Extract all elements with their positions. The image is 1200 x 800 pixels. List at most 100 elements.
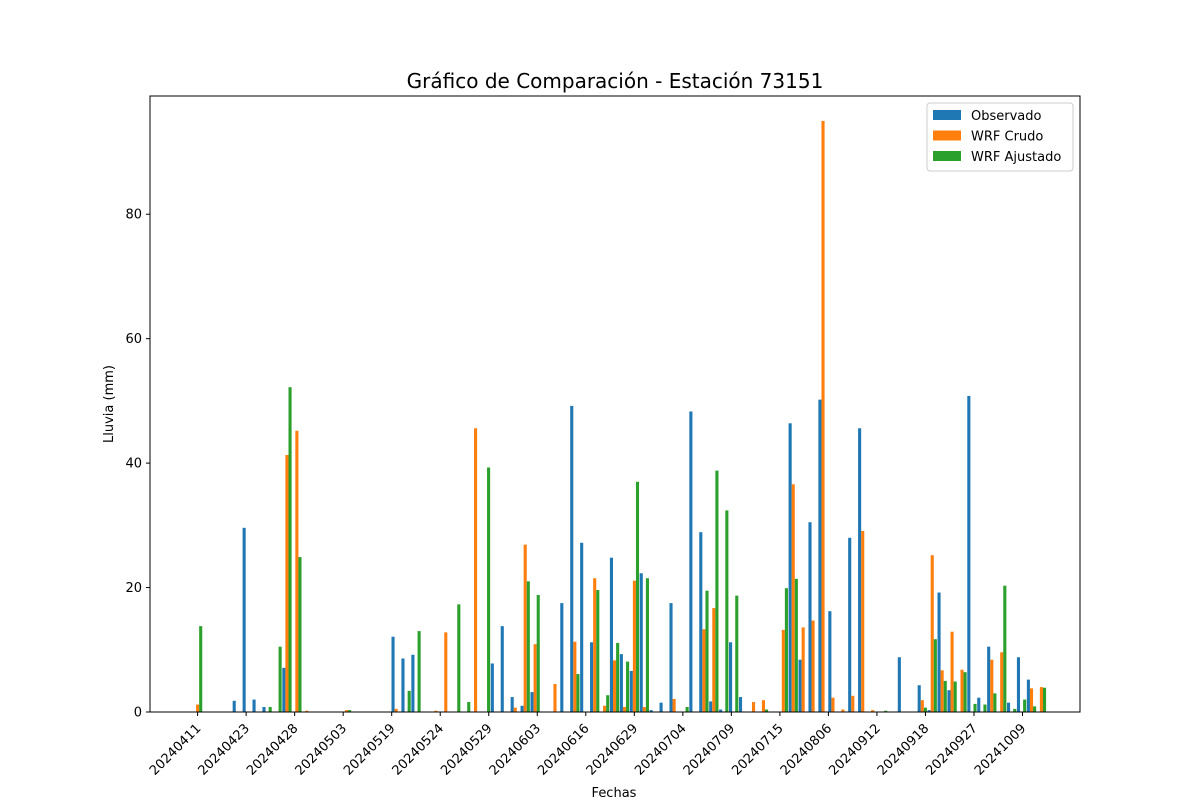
bar [791, 484, 795, 712]
bar [1033, 706, 1037, 712]
bar [987, 646, 991, 712]
bar [252, 699, 256, 712]
bar [288, 387, 292, 712]
bar [715, 470, 719, 712]
bar [487, 467, 491, 712]
bar [765, 709, 769, 712]
bar [394, 708, 398, 712]
y-axis: 0 20 40 60 80 [125, 208, 150, 721]
bar [798, 659, 802, 712]
bar [262, 707, 266, 712]
bar [298, 557, 302, 712]
bar [725, 510, 729, 712]
bar [1039, 687, 1043, 712]
x-tick-label: 20240423 [196, 721, 253, 778]
bar [751, 702, 756, 712]
x-tick-label: 20240529 [438, 721, 495, 778]
bar [645, 578, 649, 712]
bar [702, 629, 706, 712]
bar [689, 411, 693, 712]
bar [639, 573, 643, 712]
bar [871, 710, 875, 712]
series-0 [232, 395, 1030, 712]
bar [490, 663, 494, 712]
bar [659, 702, 663, 712]
series-2 [199, 387, 1047, 712]
x-tick-label: 20240519 [341, 721, 398, 778]
bar [920, 700, 924, 712]
bar [295, 430, 299, 712]
legend-label: WRF Ajustado [971, 150, 1061, 165]
bar [232, 700, 236, 712]
bar [196, 704, 200, 712]
bar [937, 592, 941, 712]
bar [788, 423, 792, 712]
x-axis: 2024041120240423202404282024050320240519… [147, 712, 1029, 779]
y-axis-label: Lluvia (mm) [102, 365, 117, 443]
x-tick-label: 20240715 [729, 721, 786, 778]
legend-label: WRF Crudo [971, 130, 1043, 145]
bar [1013, 708, 1017, 712]
series-1 [196, 120, 1043, 712]
bar [344, 710, 349, 712]
bar [629, 670, 633, 712]
bar [897, 657, 901, 712]
bar [1029, 688, 1034, 712]
bar [642, 707, 646, 712]
bar [930, 555, 934, 712]
y-tick-label: 80 [125, 208, 142, 223]
x-tick-label: 20240603 [487, 721, 544, 778]
bar [1007, 702, 1011, 712]
bar [282, 667, 286, 712]
bar [570, 405, 574, 712]
bar [590, 642, 594, 712]
bar [967, 395, 971, 712]
bar [407, 690, 411, 712]
bar [593, 578, 597, 712]
bar [990, 659, 994, 712]
chart-title: Gráfico de Comparación - Estación 73151 [407, 69, 824, 93]
bar [606, 695, 610, 712]
bar [553, 684, 557, 712]
bar [457, 604, 461, 712]
bar [977, 697, 981, 712]
legend: Observado WRF Crudo WRF Ajustado [926, 102, 1074, 172]
legend-box [926, 102, 1074, 172]
bar [596, 590, 600, 712]
legend-swatch [933, 151, 961, 161]
bar [523, 544, 527, 712]
x-tick-label: 20240704 [632, 721, 689, 778]
bar [242, 527, 246, 712]
x-tick-label: 20240918 [875, 721, 932, 778]
bar [858, 428, 862, 712]
bar [278, 646, 282, 712]
bar [474, 428, 478, 712]
bar [738, 697, 743, 712]
x-tick-label: 20240629 [584, 721, 641, 778]
bar [927, 710, 931, 712]
bar [533, 644, 537, 712]
bar [993, 693, 997, 712]
bar [861, 530, 865, 712]
bar [960, 669, 964, 712]
legend-swatch [933, 130, 961, 141]
bar [444, 632, 448, 712]
bar [635, 481, 640, 712]
bar [709, 701, 713, 712]
bar [848, 537, 852, 712]
bar [983, 704, 987, 712]
bar [391, 636, 395, 712]
bar [411, 654, 415, 712]
bar [672, 698, 676, 712]
plot-frame [149, 95, 1081, 713]
bar [401, 658, 405, 712]
bar [831, 697, 835, 712]
bar [619, 654, 623, 712]
bar [821, 120, 825, 712]
bar [530, 692, 534, 712]
bar [801, 627, 805, 712]
bar [940, 670, 944, 712]
bar [828, 611, 832, 712]
